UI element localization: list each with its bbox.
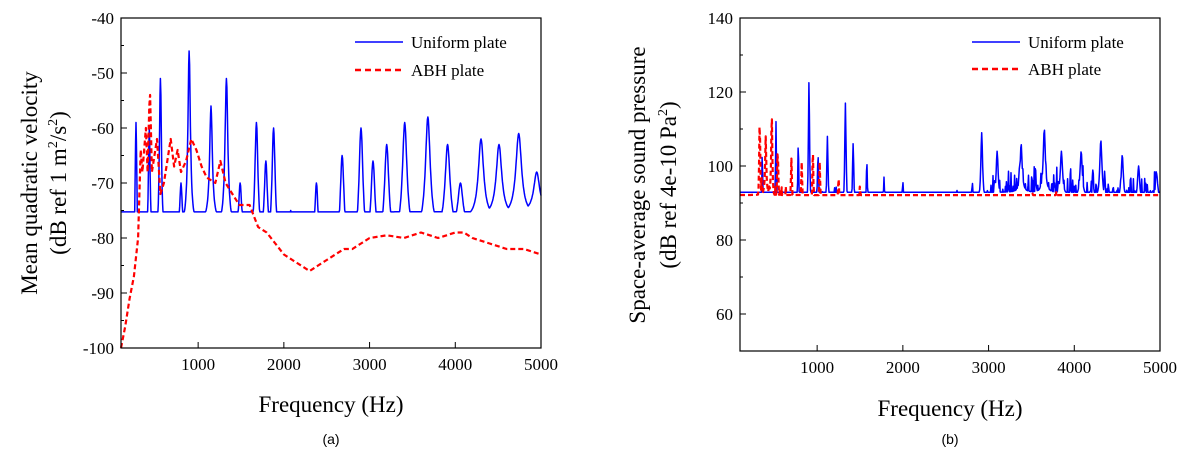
ticks-b: 1000 2000 3000 4000 5000 60 80 100 120 140: [708, 9, 1178, 377]
y-axis-title-b-prefix: (dB ref 4e-10 Pa: [656, 116, 681, 269]
plot-frame-b: [739, 17, 1161, 352]
y-tick-label-b-1: 80: [716, 231, 733, 250]
caption-b: (b): [941, 431, 958, 447]
y-tick-label-b-0: 60: [716, 305, 733, 324]
y-tick-label-b-4: 140: [708, 9, 734, 28]
series-line-a-uniform-plate: [120, 50, 542, 213]
y-axis-title-a-line1: Mean quadratic velocity: [17, 71, 42, 295]
y-axis-title-a-sup1: 2: [46, 141, 61, 148]
y-axis-title-b-line2: (dB ref 4e-10 Pa2): [656, 101, 681, 268]
ticks-a: 1000 2000 3000 4000 5000 -100 -90 -80 -70 -60 -50 -…: [83, 9, 558, 374]
y-tick-label-b-3: 120: [708, 83, 734, 102]
y-tick-label-a-0: -100: [83, 339, 114, 358]
y-axis-title-a-line2: (dB ref 1 m2/s2): [46, 111, 71, 255]
y-tick-label-a-5: -50: [91, 64, 114, 83]
y-axis-title-a-mid: /s: [46, 126, 71, 141]
legend-b-abh-label: ABH plate: [1028, 60, 1101, 79]
plot-lines-b: [739, 81, 1161, 197]
legend-b-uniform-label: Uniform plate: [1028, 33, 1124, 52]
x-tick-label-a-3: 4000: [438, 355, 472, 374]
x-tick-label-b-3: 4000: [1057, 358, 1091, 377]
y-tick-label-b-2: 100: [708, 157, 734, 176]
x-tick-label-b-2: 3000: [972, 358, 1006, 377]
x-tick-label-a-1: 2000: [267, 355, 301, 374]
x-tick-label-b-1: 2000: [886, 358, 920, 377]
y-axis-title-a-suffix: ): [46, 111, 71, 119]
y-axis-title-b-suffix: ): [656, 101, 681, 109]
caption-a: (a): [322, 431, 339, 447]
y-axis-title-a-sup2: 2: [46, 119, 61, 126]
series-line-a-abh-plate: [119, 93, 542, 349]
y-tick-label-a-2: -80: [91, 229, 114, 248]
y-axis-title-b-line1: Space-average sound pressure: [625, 46, 650, 323]
y-tick-label-a-6: -40: [91, 9, 114, 28]
x-axis-title-b: Frequency (Hz): [878, 396, 1023, 421]
chart-panel-a: 1000 2000 3000 4000 5000 -100 -90 -80 -70 -60 -50 -…: [17, 9, 558, 447]
x-tick-label-a-0: 1000: [181, 355, 215, 374]
series-line-b-uniform-plate: [739, 81, 1160, 194]
legend-b: Uniform plate ABH plate: [972, 33, 1124, 79]
chart-panel-b: 1000 2000 3000 4000 5000 60 80 100 120 140 Freque…: [625, 9, 1177, 447]
x-axis-title-a: Frequency (Hz): [259, 392, 404, 417]
y-tick-label-a-1: -90: [91, 284, 114, 303]
plot-lines-a: [119, 50, 542, 349]
y-tick-label-a-3: -70: [91, 174, 114, 193]
x-tick-label-b-0: 1000: [800, 358, 834, 377]
y-axis-title-a-prefix: (dB ref 1 m: [46, 148, 71, 255]
legend-a-uniform-label: Uniform plate: [411, 33, 507, 52]
legend-a: Uniform plate ABH plate: [355, 33, 507, 80]
legend-a-abh-label: ABH plate: [411, 61, 484, 80]
y-axis-title-b-sup: 2: [656, 109, 671, 116]
x-tick-label-b-4: 5000: [1143, 358, 1177, 377]
x-tick-label-a-2: 3000: [353, 355, 387, 374]
series-line-b-abh-plate: [739, 118, 1161, 197]
y-tick-label-a-4: -60: [91, 119, 114, 138]
x-tick-label-a-4: 5000: [524, 355, 558, 374]
